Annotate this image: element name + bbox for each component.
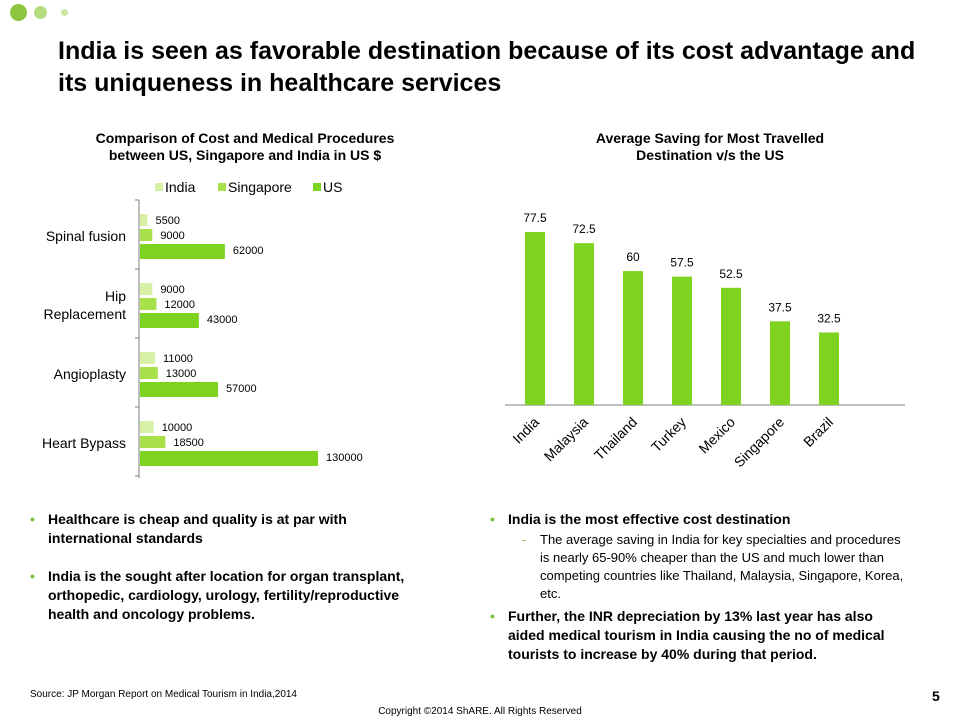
decor-dot-large xyxy=(10,4,27,21)
bar-saving xyxy=(623,271,643,405)
data-label: 9000 xyxy=(160,230,184,242)
left-bullet-item: • Healthcare is cheap and quality is at … xyxy=(30,510,405,548)
category-label: Turkey xyxy=(648,414,689,455)
bar-saving xyxy=(819,332,839,405)
category-label: Singapore xyxy=(731,414,788,471)
data-label: 57000 xyxy=(226,383,257,395)
category-label: Heart Bypass xyxy=(42,435,126,451)
data-label: 52.5 xyxy=(719,267,743,281)
bar-singapore xyxy=(140,367,158,379)
data-label: 18500 xyxy=(173,437,204,449)
left-bullet-text: Healthcare is cheap and quality is at pa… xyxy=(48,511,347,546)
legend-swatch xyxy=(218,183,226,191)
slide-title: India is seen as favorable destination b… xyxy=(58,37,916,97)
legend-swatch xyxy=(155,183,163,191)
data-label: 12000 xyxy=(164,299,195,311)
right-chart-title: Average Saving for Most Travelled Destin… xyxy=(510,130,910,164)
category-label: Thailand xyxy=(591,414,640,463)
right-chart-title-line1: Average Saving for Most Travelled xyxy=(595,130,825,146)
data-label: 130000 xyxy=(326,452,363,464)
bar-saving xyxy=(525,232,545,405)
category-label: India xyxy=(509,414,542,447)
data-label: 62000 xyxy=(233,245,264,257)
bullet-marker: • xyxy=(30,568,35,584)
bar-saving xyxy=(672,276,692,405)
right-bullet-text: India is the most effective cost destina… xyxy=(508,511,791,527)
decor-dot-small xyxy=(61,9,68,16)
bar-us xyxy=(140,451,318,466)
page-number: 5 xyxy=(932,688,940,704)
right-sub-bullet-text: The average saving in India for key spec… xyxy=(540,532,904,601)
sub-bullet-marker: - xyxy=(522,532,527,547)
legend-label: Singapore xyxy=(228,179,292,195)
bar-saving xyxy=(770,321,790,405)
bullet-marker: • xyxy=(490,511,495,527)
bar-india xyxy=(140,214,148,226)
category-label: Malaysia xyxy=(541,414,592,465)
right-chart-title-line2: Destination v/s the US xyxy=(636,147,784,163)
legend-label: US xyxy=(323,179,342,195)
bar-india xyxy=(140,283,153,295)
right-bullet-text: Further, the INR depreciation by 13% las… xyxy=(508,608,885,662)
left-bullet-text: India is the sought after location for o… xyxy=(48,568,405,622)
data-label: 57.5 xyxy=(670,256,694,270)
data-label: 13000 xyxy=(166,368,197,380)
bar-us xyxy=(140,313,199,328)
decor-dot-medium xyxy=(34,6,47,19)
bar-singapore xyxy=(140,298,157,310)
category-label: Spinal fusion xyxy=(46,228,126,244)
bar-us xyxy=(140,244,225,259)
data-label: 9000 xyxy=(160,284,184,296)
bar-india xyxy=(140,352,156,364)
right-bullet-item: • India is the most effective cost desti… xyxy=(490,510,910,529)
legend-swatch xyxy=(313,183,321,191)
left-chart-title-line1: Comparison of Cost and Medical Procedure… xyxy=(95,130,395,146)
bar-saving xyxy=(574,243,594,405)
data-label: 5500 xyxy=(156,215,180,227)
category-label: Replacement xyxy=(44,306,127,322)
data-label: 32.5 xyxy=(817,311,841,325)
data-label: 43000 xyxy=(207,314,238,326)
legend-label: India xyxy=(165,179,196,195)
data-label: 11000 xyxy=(163,353,193,365)
category-label: Hip xyxy=(105,288,126,304)
category-label: Angioplasty xyxy=(54,366,126,382)
data-label: 72.5 xyxy=(572,222,596,236)
bar-india xyxy=(140,421,154,433)
bar-singapore xyxy=(140,229,153,241)
bullet-marker: • xyxy=(490,608,495,624)
right-bullet-item: • Further, the INR depreciation by 13% l… xyxy=(490,607,910,664)
source-note: Source: JP Morgan Report on Medical Tour… xyxy=(30,689,297,700)
category-label: Mexico xyxy=(695,414,738,457)
bar-singapore xyxy=(140,436,166,448)
left-bullet-item: • India is the sought after location for… xyxy=(30,567,405,624)
bar-saving xyxy=(721,287,741,405)
right-sub-bullet-item: - The average saving in India for key sp… xyxy=(490,531,910,603)
category-label: Brazil xyxy=(800,414,836,450)
data-label: 10000 xyxy=(162,422,193,434)
bullet-marker: • xyxy=(30,511,35,527)
data-label: 60 xyxy=(626,250,640,264)
left-bullet-list: • Healthcare is cheap and quality is at … xyxy=(30,510,405,624)
right-bullet-list: • India is the most effective cost desti… xyxy=(490,510,910,664)
data-label: 77.5 xyxy=(523,211,547,225)
bar-us xyxy=(140,382,219,397)
data-label: 37.5 xyxy=(768,300,792,314)
left-chart-title-line2: between US, Singapore and India in US $ xyxy=(108,147,382,163)
copyright-footer: Copyright ©2014 ShARE. All Rights Reserv… xyxy=(378,706,582,717)
left-chart-title: Comparison of Cost and Medical Procedure… xyxy=(40,130,450,164)
